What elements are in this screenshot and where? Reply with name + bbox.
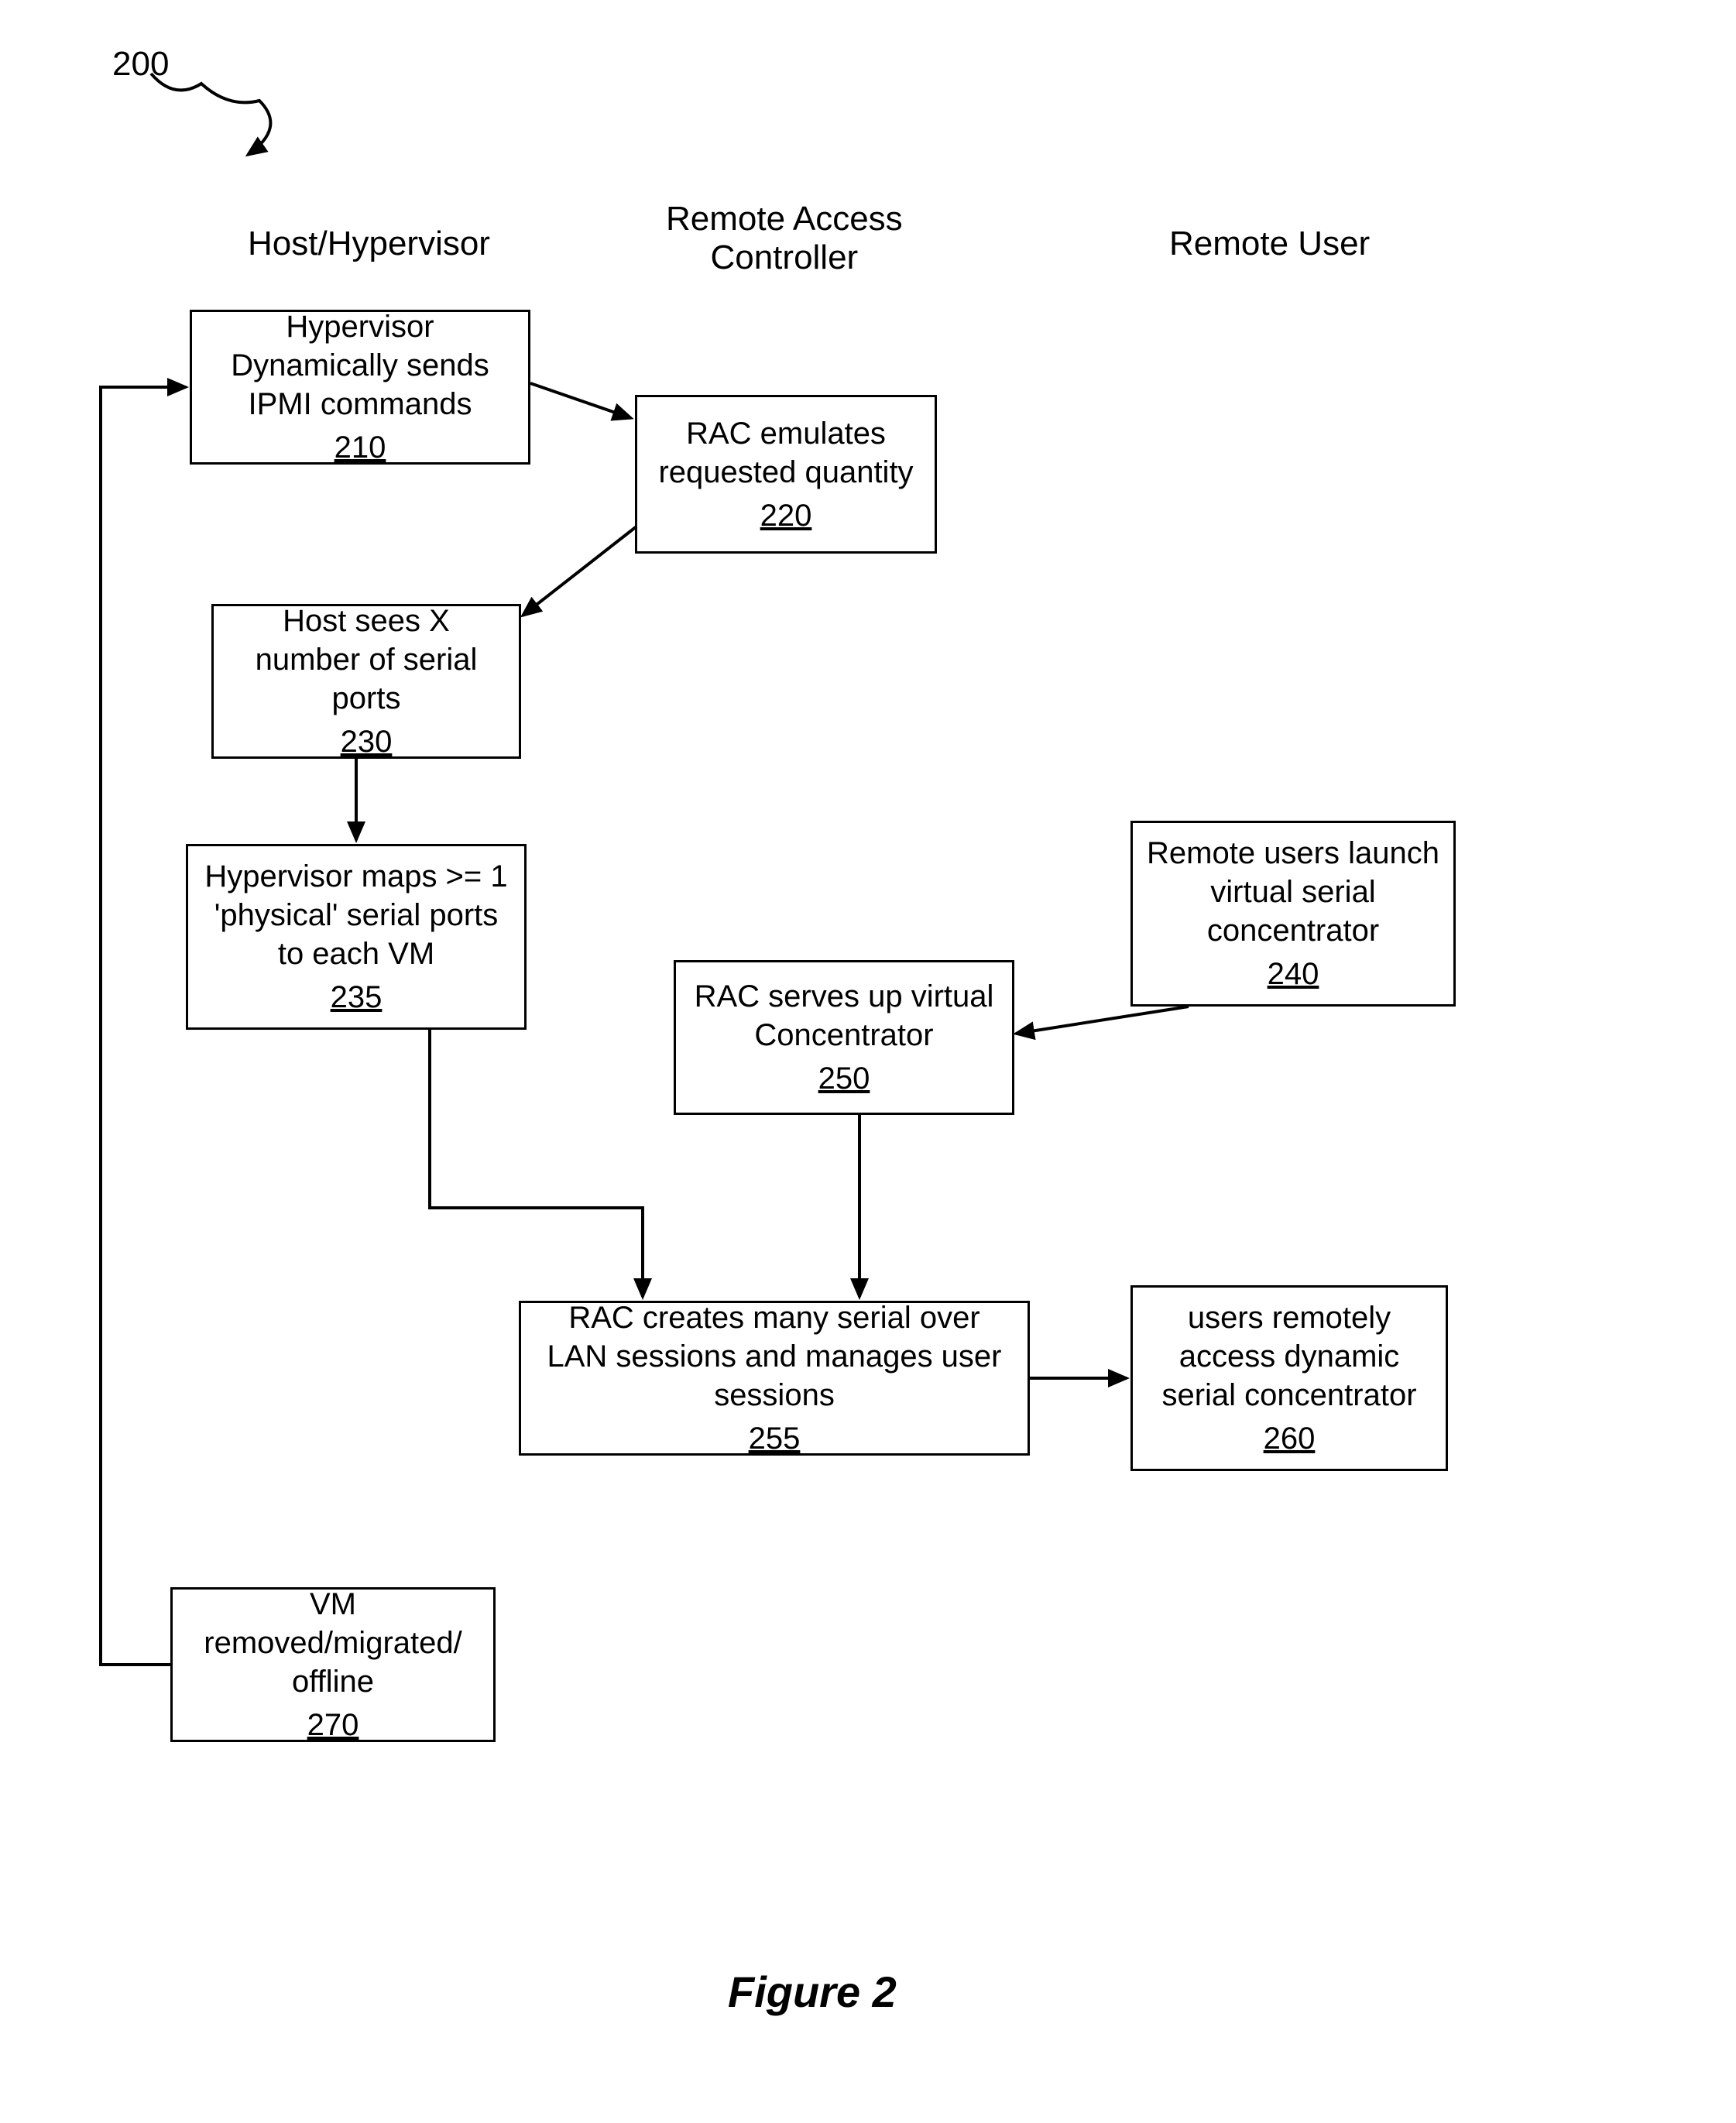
node-220: RAC emulates requested quantity 220 [635,395,937,554]
node-255: RAC creates many serial over LAN session… [519,1301,1030,1456]
column-header-user: Remote User [1169,225,1370,263]
node-ref: 250 [818,1059,870,1098]
node-ref: 260 [1264,1419,1316,1458]
node-240: Remote users launch virtual serial conce… [1130,821,1456,1007]
node-text: users remotely access dynamic serial con… [1147,1298,1432,1415]
node-210: Hypervisor Dynamically sends IPMI comman… [190,310,530,465]
edge-n270-n210 [101,387,186,1665]
node-text: Host sees X number of serial ports [228,602,505,718]
edge-n220-n230 [523,526,636,616]
node-230: Host sees X number of serial ports 230 [211,604,521,759]
column-header-rac: Remote Access Controller [666,200,903,277]
node-text: RAC emulates requested quantity [651,414,921,492]
node-ref: 270 [307,1706,359,1744]
diagram-ref-label: 200 [112,45,169,84]
node-text: VM removed/migrated/ offline [187,1585,479,1701]
figure-label: Figure 2 [728,1967,897,2017]
node-ref: 230 [341,722,393,761]
node-ref: 210 [335,428,386,467]
node-ref: 255 [749,1419,801,1458]
node-260: users remotely access dynamic serial con… [1130,1285,1448,1471]
column-header-host: Host/Hypervisor [248,225,490,263]
edge-n235-n255 [430,1030,643,1297]
node-270: VM removed/migrated/ offline 270 [170,1587,496,1742]
node-text: RAC serves up virtual Concentrator [690,977,998,1055]
node-ref: 220 [760,496,812,535]
node-text: Hypervisor maps >= 1 'physical' serial p… [202,857,510,973]
node-text: Hypervisor Dynamically sends IPMI comman… [206,307,514,424]
node-235: Hypervisor maps >= 1 'physical' serial p… [186,844,527,1030]
node-text: RAC creates many serial over LAN session… [535,1298,1014,1415]
node-ref: 235 [331,978,383,1017]
node-text: Remote users launch virtual serial conce… [1147,834,1439,950]
diagram-ref-arrow [151,74,270,155]
edge-n210-n220 [530,383,631,418]
node-ref: 240 [1268,955,1319,993]
edge-n240-n250 [1016,1007,1189,1034]
node-250: RAC serves up virtual Concentrator 250 [674,960,1014,1115]
